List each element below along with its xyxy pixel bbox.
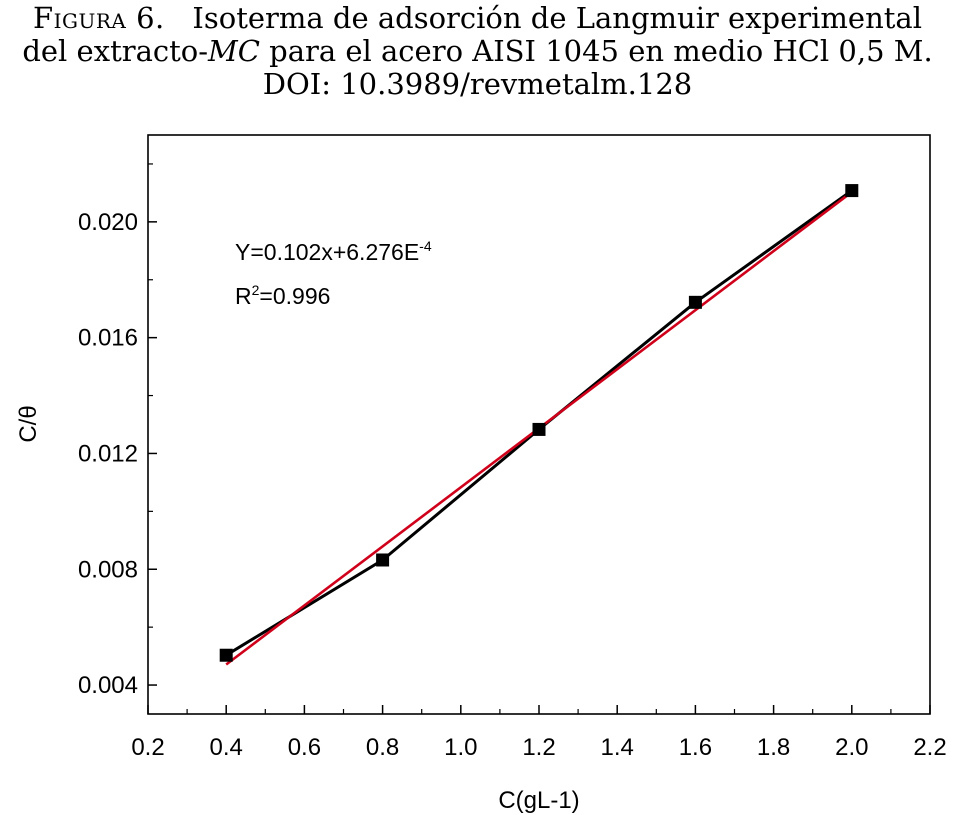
caption-line-1: Figura 6. Isoterma de adsorción de Langm… — [0, 2, 955, 35]
x-tick-label: 1.2 — [522, 734, 555, 761]
x-tick-label: 1.6 — [679, 734, 712, 761]
y-tick-label: 0.020 — [78, 209, 138, 236]
caption-title-start: Isoterma de adsorción de Langmuir experi… — [192, 1, 922, 35]
y-axis-title: C/θ — [15, 405, 42, 442]
data-point-marker — [532, 422, 546, 436]
data-point-marker — [688, 295, 702, 309]
axes-layer: 0.2 0.4 0.6 0.8 1.0 1.2 1.4 1.6 1.8 2.0 2.2 0.004 0.… — [78, 163, 947, 761]
data-point-marker — [219, 648, 233, 662]
r-squared: R2=0.996 — [235, 282, 330, 309]
x-tick-label: 0.2 — [131, 734, 164, 761]
fit-equation-exponent: -4 — [419, 238, 432, 254]
data-point-marker — [376, 553, 390, 567]
x-tick-label: 1.8 — [757, 734, 790, 761]
caption-text-italic: MC — [208, 34, 260, 68]
r-squared-value: =0.996 — [259, 283, 330, 309]
x-tick-label: 1.0 — [444, 734, 477, 761]
y-tick-label: 0.012 — [78, 440, 138, 467]
x-tick-label: 0.8 — [366, 734, 399, 761]
caption-line-3: DOI: 10.3989/revmetalm.128 — [262, 67, 693, 101]
x-tick-label: 1.4 — [601, 734, 634, 761]
x-tick-label: 0.6 — [288, 734, 321, 761]
fit-equation-main: Y=0.102x+6.276E — [235, 239, 419, 265]
data-point-marker — [845, 184, 859, 198]
figure-caption: Figura 6. Isoterma de adsorción de Langm… — [0, 0, 955, 101]
r-squared-prefix: R — [235, 283, 252, 309]
x-axis-title: C(gL-1) — [498, 787, 579, 814]
figure-label: Figura 6. — [33, 1, 165, 35]
y-tick-label: 0.016 — [78, 325, 138, 352]
x-tick-label: 2.0 — [835, 734, 868, 761]
r-squared-superscript: 2 — [252, 282, 260, 298]
caption-line-2: del extracto-MC para el acero AISI 1045 … — [0, 35, 955, 68]
series-layer — [219, 184, 859, 666]
x-tick-label: 2.2 — [913, 734, 946, 761]
fit-equation: Y=0.102x+6.276E-4 — [235, 238, 432, 265]
y-tick-label: 0.004 — [78, 672, 138, 699]
caption-text-post: para el acero AISI 1045 en medio HCl 0,5… — [259, 34, 933, 68]
y-tick-label: 0.008 — [78, 556, 138, 583]
x-tick-label: 0.4 — [210, 734, 243, 761]
caption-text-pre: del extracto- — [22, 34, 209, 68]
